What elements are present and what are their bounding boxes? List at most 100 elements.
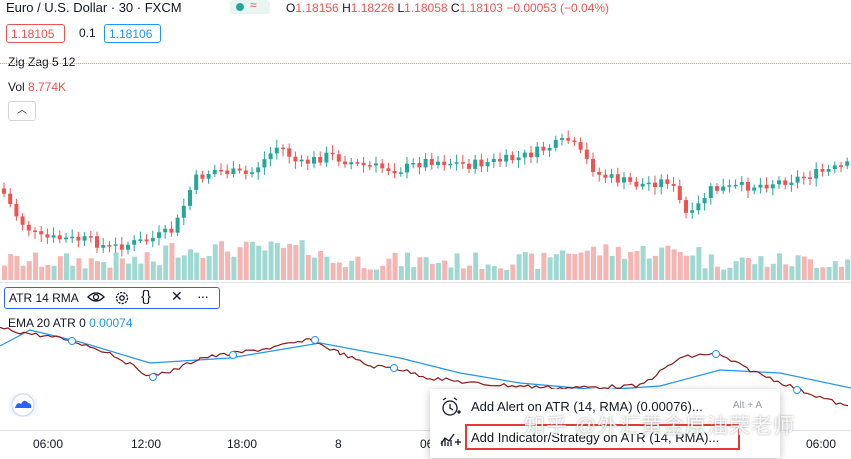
candle-body [504, 154, 509, 162]
tradingview-logo[interactable] [8, 393, 38, 417]
candle-body [454, 162, 459, 164]
volume-bar [51, 265, 57, 280]
volume-bar [88, 258, 94, 280]
volume-bar [119, 258, 125, 280]
candle-body [578, 142, 583, 150]
candle-body [733, 184, 738, 187]
volume-bar [498, 268, 503, 280]
volume-value: 8.774K [28, 80, 67, 94]
candle-body [516, 157, 521, 161]
volume-bar [336, 262, 342, 280]
volume-label: Vol [8, 80, 25, 94]
gear-icon[interactable] [114, 290, 130, 309]
volume-bar [572, 254, 578, 280]
candle-body [702, 197, 707, 204]
market-status-badge[interactable]: ≈ [230, 0, 270, 14]
candle-body [262, 159, 267, 168]
candle-body [250, 172, 254, 174]
volume-bar [522, 252, 528, 280]
candle-body [312, 157, 316, 164]
candle-body [789, 182, 794, 185]
volume-bar [169, 243, 175, 280]
candle-body [634, 181, 639, 187]
candle-body [473, 159, 478, 169]
candle-body [622, 177, 626, 183]
volume-bar [752, 264, 758, 280]
time-tick: 06:00 [806, 437, 837, 451]
volume-bar [826, 267, 832, 280]
price-chart-canvas[interactable] [0, 110, 851, 282]
candle-body [770, 184, 775, 189]
menu-item-add-alert[interactable]: Add Alert on ATR (14, RMA) (0.00076)... … [430, 393, 780, 421]
cross-marker [390, 364, 398, 372]
volume-bar [795, 255, 801, 280]
candle-body [795, 176, 800, 183]
volume-bar [374, 269, 379, 280]
candle-body [429, 158, 434, 165]
candle-body [498, 158, 502, 162]
volume-bar [411, 267, 417, 280]
candle-body [671, 183, 676, 186]
candle-body [752, 187, 757, 191]
candle-body [231, 168, 236, 175]
volume-legend[interactable]: Vol 8.774K [8, 80, 66, 94]
volume-bar [163, 245, 169, 280]
time-axis[interactable]: 06:00 12:00 18:00 8 06 06:00 [0, 430, 851, 459]
volume-bar [200, 257, 206, 280]
candle-body [591, 158, 595, 172]
symbol-title[interactable]: Euro / U.S. Dollar · 30 · FXCM [6, 0, 182, 15]
volume-bar [436, 262, 441, 280]
braces-icon[interactable]: {} [141, 288, 152, 305]
candle-body [758, 184, 763, 188]
ema-legend[interactable]: EMA 20 ATR 0 0.00074 [8, 316, 133, 330]
more-icon[interactable]: ··· [197, 288, 209, 304]
candle-body [603, 174, 608, 178]
volume-bar [467, 265, 472, 280]
volume-bar [361, 268, 367, 280]
volume-bar [392, 252, 398, 280]
candle-body [640, 183, 645, 187]
volume-bar [386, 258, 392, 280]
candle-body [175, 217, 180, 233]
candle-body [814, 169, 819, 179]
close-icon[interactable]: ✕ [171, 288, 183, 304]
candle-body [522, 152, 527, 158]
volume-bar [157, 265, 162, 280]
atr-legend-bar[interactable]: ATR 14 RMA {} ✕ ··· [4, 287, 220, 309]
eye-icon[interactable] [87, 290, 105, 307]
candle-body [405, 163, 409, 173]
menu-item-add-indicator[interactable]: Add Indicator/Strategy on ATR (14, RMA).… [430, 424, 780, 452]
sell-button[interactable]: 1.18105 [6, 24, 65, 43]
candle-body [392, 170, 397, 174]
candle-body [696, 203, 701, 211]
ema-label: EMA 20 ATR 0 [8, 316, 86, 330]
candle-body [628, 177, 633, 182]
candle-body [715, 186, 719, 191]
candle-body [386, 168, 391, 171]
candle-body [76, 236, 81, 241]
pane-separator[interactable] [0, 282, 851, 283]
candle-body [113, 244, 118, 246]
collapse-legend-button[interactable]: ︿ [8, 101, 36, 121]
candle-body [237, 168, 242, 171]
volume-bar [721, 269, 727, 280]
volume-bar [330, 262, 336, 280]
volume-bar [343, 267, 348, 280]
volume-bar [262, 250, 268, 280]
volume-bar [268, 241, 274, 280]
atr-title[interactable]: ATR 14 RMA [9, 291, 79, 305]
candle-body [343, 161, 347, 165]
volume-bar [746, 258, 751, 280]
atr-chart-canvas[interactable] [0, 318, 851, 428]
candle-body [256, 167, 261, 173]
candle-body [101, 245, 106, 248]
candle-body [826, 169, 831, 172]
close-key: C [450, 1, 460, 15]
candle-body [107, 245, 112, 247]
volume-bar [727, 267, 733, 280]
volume-bar [82, 268, 88, 280]
buy-button[interactable]: 1.18106 [104, 24, 161, 43]
candle-body [721, 186, 726, 191]
zigzag-legend[interactable]: Zig Zag 5 12 [8, 55, 76, 69]
volume-bar [429, 263, 435, 280]
